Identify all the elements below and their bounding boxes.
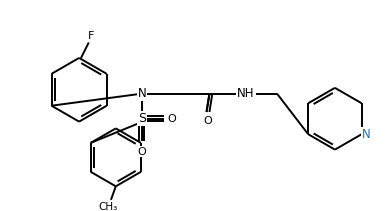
Text: O: O bbox=[168, 114, 176, 124]
Text: N: N bbox=[137, 87, 146, 100]
Text: NH: NH bbox=[237, 87, 255, 100]
Text: CH₃: CH₃ bbox=[98, 202, 118, 211]
Text: N: N bbox=[362, 128, 371, 141]
Text: S: S bbox=[138, 112, 146, 125]
Text: O: O bbox=[203, 116, 212, 126]
Text: O: O bbox=[137, 147, 146, 157]
Text: F: F bbox=[87, 31, 94, 41]
